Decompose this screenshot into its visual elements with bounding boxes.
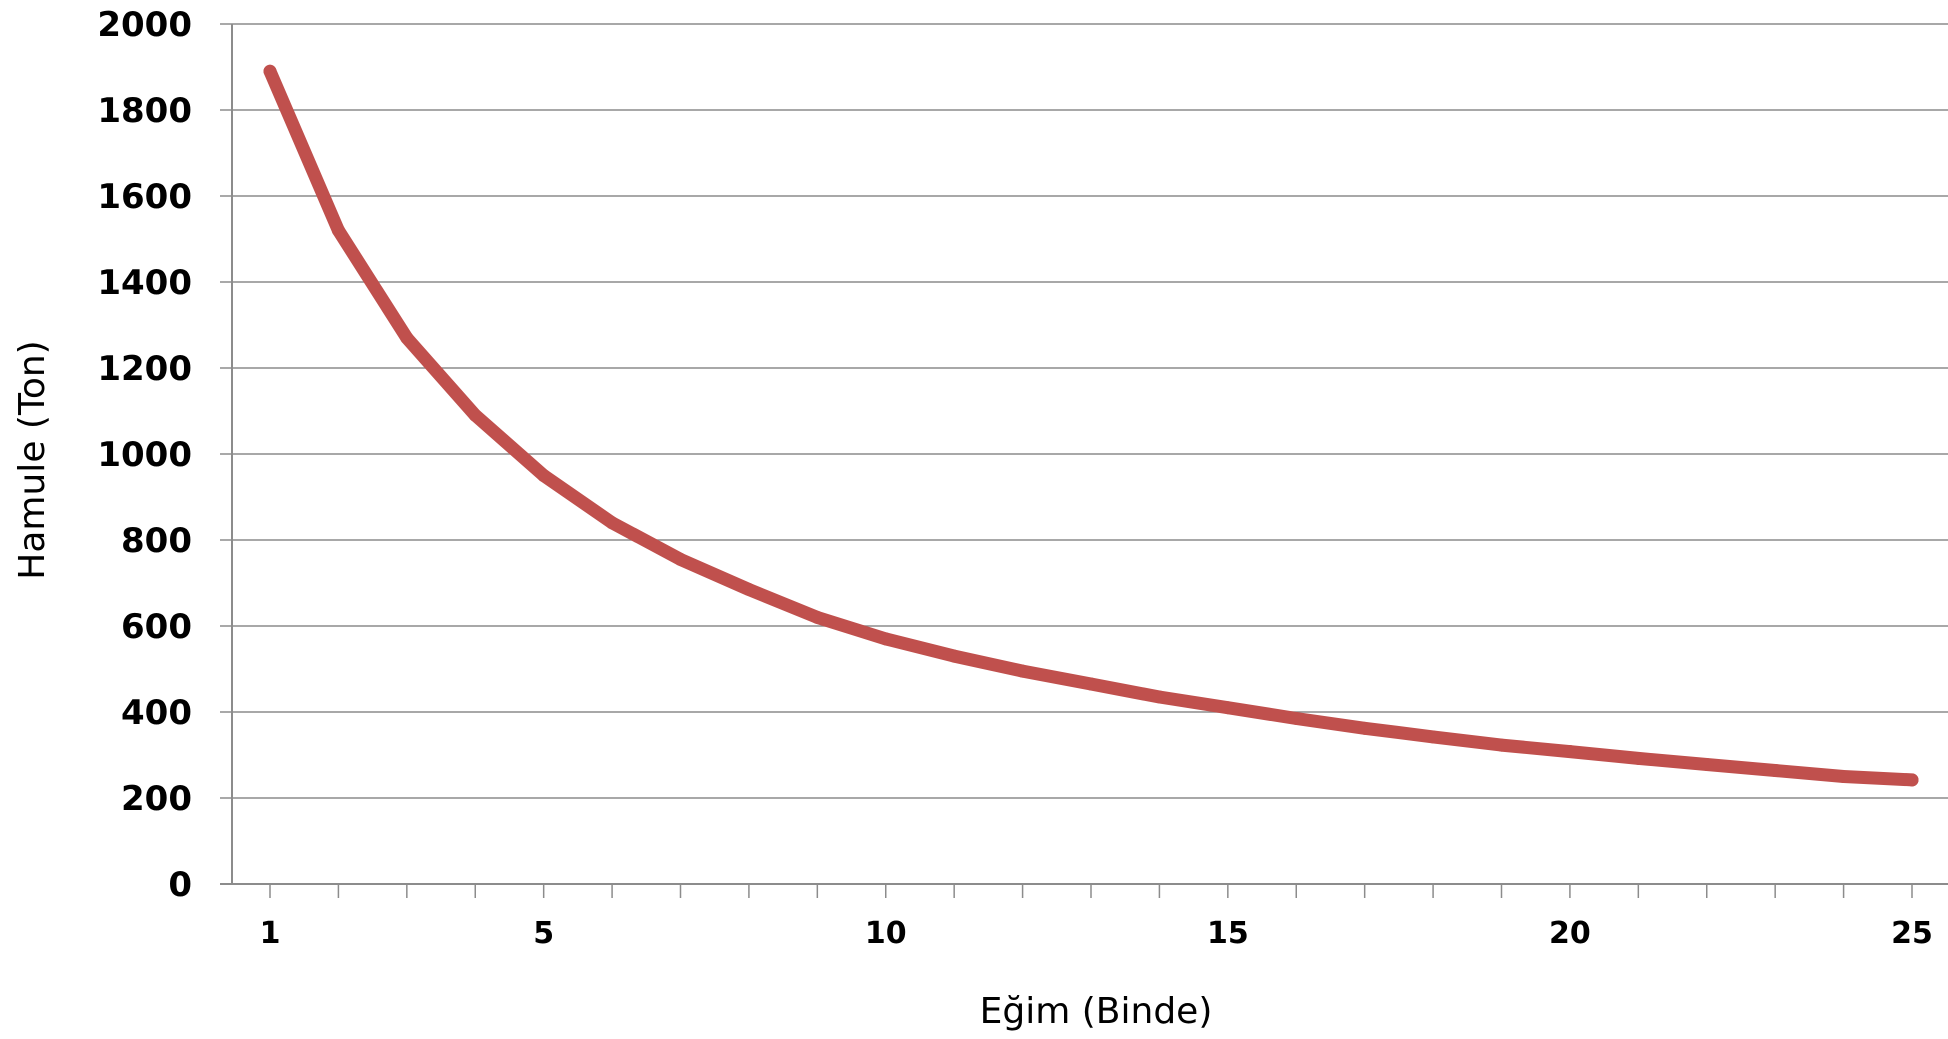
x-tick-label: 1	[260, 916, 281, 951]
data-point	[1426, 730, 1440, 744]
y-tick-label: 1800	[97, 91, 192, 131]
data-point	[1084, 677, 1098, 691]
y-tick-label: 400	[121, 693, 192, 733]
x-tick-label: 20	[1549, 916, 1591, 951]
data-point	[1221, 701, 1235, 715]
y-tick-label: 1400	[97, 263, 192, 303]
data-point	[1905, 773, 1919, 787]
y-tick-label: 200	[121, 779, 192, 819]
y-tick-label: 1200	[97, 349, 192, 389]
data-point	[1837, 770, 1851, 783]
data-point	[1016, 664, 1030, 678]
data-point	[1631, 751, 1645, 765]
data-point	[1495, 738, 1508, 752]
series	[263, 64, 1919, 787]
y-tick-label: 2000	[97, 5, 192, 45]
y-tick-label: 1000	[97, 435, 192, 475]
data-point	[468, 408, 482, 422]
data-point	[537, 469, 551, 482]
y-tick-label: 800	[121, 521, 192, 561]
data-point	[331, 223, 345, 237]
data-point	[400, 331, 414, 345]
data-point	[1563, 745, 1577, 759]
data-point	[263, 64, 277, 78]
axes	[220, 23, 1948, 898]
data-point	[742, 582, 756, 596]
data-point	[947, 649, 961, 663]
x-tick-label: 25	[1891, 916, 1933, 951]
data-point	[605, 516, 619, 530]
gridlines	[232, 23, 1948, 799]
y-tick-label: 0	[168, 865, 192, 905]
series-line	[263, 64, 1919, 787]
x-axis-title: Eğim (Binde)	[980, 991, 1213, 1032]
data-point	[1289, 711, 1303, 725]
data-point	[1700, 757, 1714, 771]
data-point	[810, 610, 824, 624]
x-tick-label: 10	[865, 916, 907, 951]
x-tick-label: 15	[1207, 916, 1249, 951]
data-point	[1152, 690, 1166, 704]
data-point	[674, 552, 687, 566]
data-point	[1358, 721, 1372, 735]
data-point	[1768, 763, 1782, 777]
y-tick-label: 600	[121, 607, 192, 647]
data-point	[879, 632, 893, 646]
x-tick-label: 5	[533, 916, 554, 951]
y-tick-label: 1600	[97, 177, 192, 217]
y-axis-title: Hamule (Ton)	[12, 340, 53, 579]
